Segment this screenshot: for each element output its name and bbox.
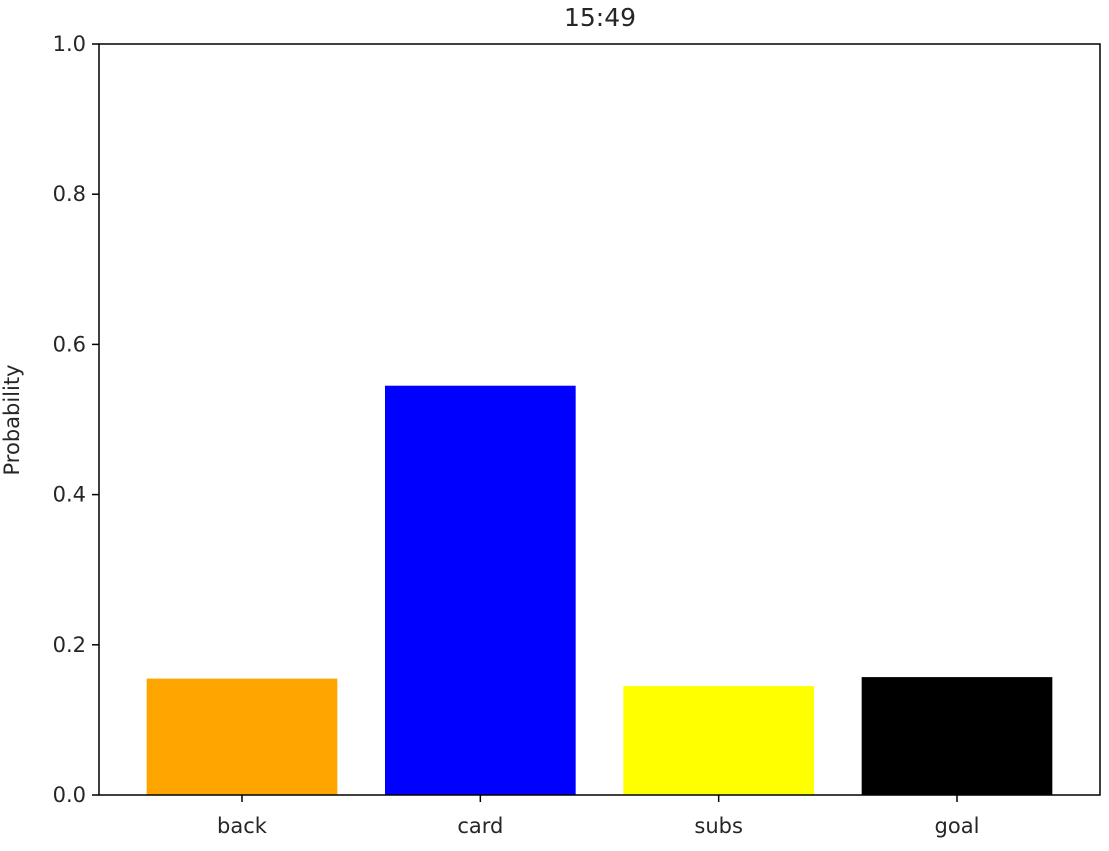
chart-title: 15:49 xyxy=(564,3,636,32)
y-tick-label: 0.8 xyxy=(53,182,86,206)
y-axis-label: Probability xyxy=(0,364,24,475)
x-tick-label: back xyxy=(217,814,268,838)
y-axis-ticks: 0.0 0.2 0.4 0.6 0.8 1.0 xyxy=(53,32,99,807)
y-tick-label: 1.0 xyxy=(53,32,86,56)
plot-frame xyxy=(98,43,1101,796)
y-tick-label: 0.0 xyxy=(53,783,86,807)
x-tick-label: goal xyxy=(935,814,980,838)
bars-layer xyxy=(146,385,1053,795)
bar-subs xyxy=(623,686,814,795)
bar-card xyxy=(385,385,576,795)
x-tick-label: card xyxy=(457,814,503,838)
x-tick-label: subs xyxy=(694,814,743,838)
bar-back xyxy=(146,678,338,795)
y-tick-label: 0.6 xyxy=(53,332,86,356)
bar-goal xyxy=(861,677,1053,795)
x-axis-ticks: back card subs goal xyxy=(217,795,979,838)
y-tick-label: 0.2 xyxy=(53,633,86,657)
y-tick-label: 0.4 xyxy=(53,483,86,507)
